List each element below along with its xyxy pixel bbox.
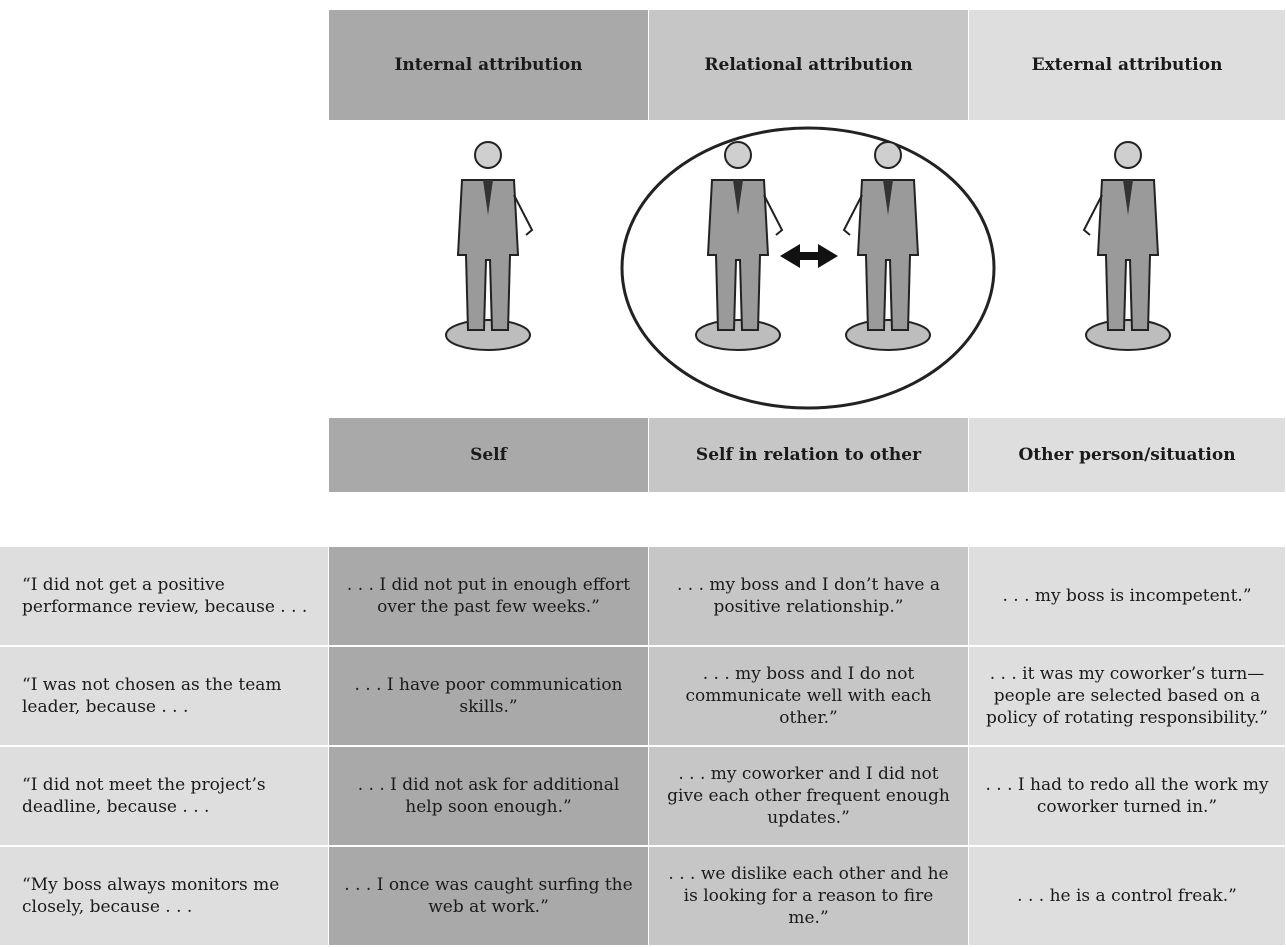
row-label: “I was not chosen as the team leader, be… <box>0 647 328 745</box>
table-cell: . . . I once was caught surfing the web … <box>329 847 648 945</box>
column-subheader: Self <box>329 418 648 492</box>
table-cell: . . . my boss and I do not communicate w… <box>649 647 968 745</box>
column-header: External attribution <box>969 10 1285 120</box>
row-label: “My boss always monitors me closely, bec… <box>0 847 328 945</box>
column-header: Relational attribution <box>649 10 968 120</box>
row-label: “I did not meet the project’s deadline, … <box>0 747 328 845</box>
column-subheader: Other person/situation <box>969 418 1285 492</box>
table-cell: . . . I have poor communication skills.” <box>329 647 648 745</box>
column-header: Internal attribution <box>329 10 648 120</box>
column-subheader: Self in relation to other <box>649 418 968 492</box>
table-cell: . . . my coworker and I did not give eac… <box>649 747 968 845</box>
table-cell: . . . I did not put in enough effort ove… <box>329 547 648 645</box>
row-label: “I did not get a positive performance re… <box>0 547 328 645</box>
table-cell: . . . I had to redo all the work my cowo… <box>969 747 1285 845</box>
table-cell: . . . he is a control freak.” <box>969 847 1285 945</box>
table-cell: . . . it was my coworker’s turn—people a… <box>969 647 1285 745</box>
table-cell: . . . I did not ask for additional help … <box>329 747 648 845</box>
table-cell: . . . we dislike each other and he is lo… <box>649 847 968 945</box>
table-cell: . . . my boss and I don’t have a positiv… <box>649 547 968 645</box>
table-cell: . . . my boss is incompetent.” <box>969 547 1285 645</box>
